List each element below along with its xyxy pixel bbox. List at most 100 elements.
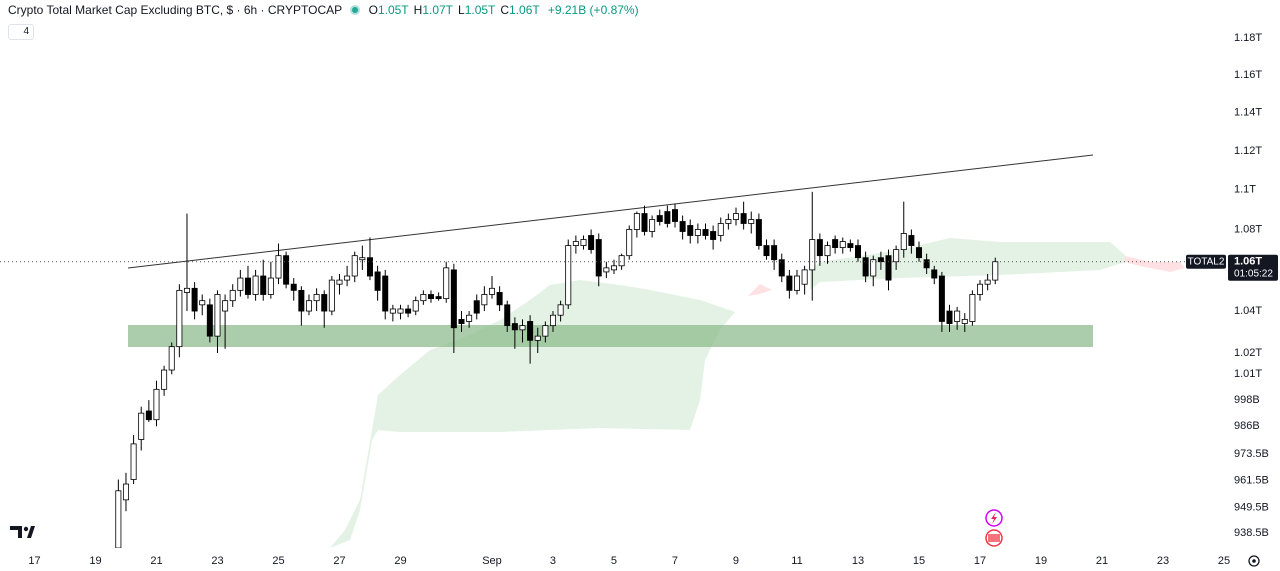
candle-body (412, 300, 419, 312)
candle-body (801, 269, 808, 285)
candle-body (931, 269, 938, 279)
candle-body (618, 255, 625, 267)
candle-body (336, 279, 343, 285)
y-tick-label: 949.5B (1234, 502, 1269, 514)
candle-body (816, 239, 823, 257)
ohlc-value: 1.05T (377, 3, 409, 17)
change: +9.21B (+0.87%) (547, 3, 639, 17)
candle-body (595, 239, 602, 277)
candle-body (694, 229, 701, 236)
x-tick-label: 7 (672, 555, 678, 567)
candle-body (969, 294, 976, 322)
candle-body (755, 219, 762, 246)
candle-body (321, 294, 328, 312)
settings-icon[interactable] (1248, 555, 1260, 567)
ohlc-label: C (500, 3, 510, 17)
candle-body (389, 308, 396, 314)
candle-body (938, 275, 945, 322)
price-tag (1228, 254, 1278, 281)
candle-body (206, 304, 213, 337)
indicator-toggle[interactable]: 4 (8, 24, 34, 40)
candle-body (473, 300, 480, 314)
symbol-label: TOTAL2 (1188, 256, 1225, 267)
candle-body (877, 257, 884, 263)
x-tick-label: 19 (89, 555, 101, 567)
ohlc-legend: O1.05T H1.07T L1.05T C1.06T (369, 3, 540, 17)
ohlc-value: 1.07T (422, 3, 453, 17)
candle-body (534, 335, 541, 341)
candle-body (870, 259, 877, 277)
cloud (748, 284, 772, 296)
candle-body (855, 245, 862, 259)
y-tick-label: 1.1T (1234, 184, 1256, 196)
candle-body (359, 257, 366, 261)
candle-body (496, 292, 503, 306)
x-tick-label: 15 (913, 555, 925, 567)
candle-body (984, 279, 991, 285)
candle-body (305, 300, 312, 312)
candle-body (519, 325, 526, 331)
candle-body (916, 247, 923, 259)
candle-body (977, 283, 984, 295)
candle-body (222, 300, 229, 312)
y-tick-label: 1.14T (1234, 107, 1262, 119)
candle-body (427, 294, 434, 300)
support-zone (128, 325, 1093, 347)
y-tick-label: 938.5B (1234, 527, 1269, 539)
candle-body (283, 255, 290, 285)
candle-body (740, 213, 747, 224)
candle-body (237, 277, 244, 291)
x-tick-label: 21 (150, 555, 162, 567)
x-tick-label: 11 (791, 555, 802, 567)
candle-body (374, 271, 381, 291)
candle-body (778, 259, 785, 277)
candle-body (344, 275, 351, 281)
candle-body (481, 294, 488, 306)
candle-body (557, 304, 564, 316)
candle-body (786, 275, 793, 291)
ohlc-label: H (413, 3, 423, 17)
candle-body (809, 239, 816, 271)
candle-body (565, 245, 572, 306)
ohlc-value: 1.06T (509, 3, 540, 17)
candle-body (641, 213, 648, 232)
candle-body (504, 304, 511, 327)
candle-body (161, 369, 168, 390)
y-tick-label: 1.12T (1234, 145, 1262, 157)
candle-body (732, 213, 739, 220)
candle-body (671, 209, 678, 222)
candle-body (252, 275, 259, 295)
x-tick-label: 25 (272, 555, 284, 567)
x-tick-label: 25 (1218, 555, 1230, 567)
candle-body (420, 294, 427, 302)
title: Crypto Total Market Cap Excluding BTC, $… (8, 3, 342, 17)
candle-body (946, 310, 953, 324)
candle-body (549, 314, 556, 327)
candle-body (832, 239, 839, 248)
candle-body (961, 318, 968, 324)
candle-body (115, 490, 122, 548)
x-tick-label: 17 (28, 555, 40, 567)
candle-body (168, 346, 175, 371)
candle-body (649, 219, 656, 232)
candle-body (992, 261, 999, 281)
candle-body (633, 213, 640, 230)
candle-body (542, 325, 549, 337)
y-tick-label: 1.08T (1234, 223, 1262, 235)
candle-body (679, 221, 686, 232)
x-tick-label: 9 (733, 555, 739, 567)
y-tick-label: 1.01T (1234, 368, 1262, 380)
candle-body (588, 235, 595, 250)
plot-background (127, 154, 1185, 548)
candle-body (443, 267, 450, 300)
candle-body (954, 310, 961, 322)
candle-body (702, 229, 709, 236)
y-tick-label: 1.02T (1234, 347, 1262, 359)
y-tick-label: 1.18T (1234, 32, 1262, 44)
tv-logo (10, 526, 35, 538)
candle-body (610, 265, 617, 271)
y-tick-label: 1.16T (1234, 69, 1262, 81)
x-tick-label: 23 (211, 555, 223, 567)
candle-body (771, 245, 778, 261)
